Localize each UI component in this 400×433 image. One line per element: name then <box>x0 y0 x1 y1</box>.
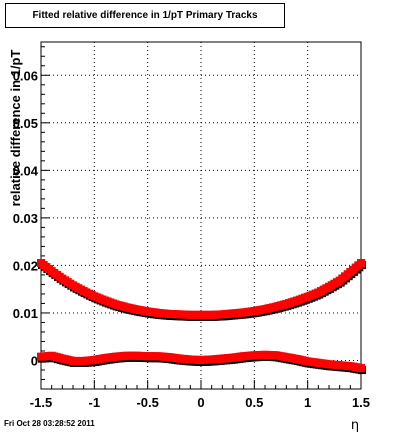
data-markers <box>37 259 366 375</box>
y-tick-label: 0.06 <box>13 68 38 83</box>
plot-frame <box>40 41 362 390</box>
data-point <box>357 259 365 268</box>
y-tick-label: 0.02 <box>13 258 38 273</box>
y-tick-label: 0 <box>31 353 38 368</box>
x-axis-label: η <box>351 418 359 433</box>
x-tick-label: -0.5 <box>136 395 158 410</box>
timestamp: Fri Oct 28 03:28:52 2011 <box>4 419 95 428</box>
y-tick-label: 0.03 <box>13 211 38 226</box>
x-tick-label: 1.5 <box>352 395 370 410</box>
x-tick-label: -1.5 <box>30 395 52 410</box>
y-tick-label: 0.05 <box>13 116 38 131</box>
y-tick-label: 0.01 <box>13 306 38 321</box>
x-tick-label: -1 <box>89 395 101 410</box>
data-point <box>357 364 365 373</box>
y-tick-labels: 0 0.01 0.02 0.03 0.04 0.05 0.06 <box>13 68 39 368</box>
x-tick-label: 0.5 <box>245 395 263 410</box>
y-tick-label: 0.04 <box>13 163 39 178</box>
y-axis-label: relative difference in 1/pT <box>8 50 23 207</box>
x-tick-label: 0 <box>197 395 204 410</box>
chart-title: Fitted relative difference in 1/pT Prima… <box>5 3 285 28</box>
x-tick-label: 1 <box>304 395 311 410</box>
x-tick-labels: -1.5 -1 -0.5 0 0.5 1 1.5 <box>30 395 370 410</box>
